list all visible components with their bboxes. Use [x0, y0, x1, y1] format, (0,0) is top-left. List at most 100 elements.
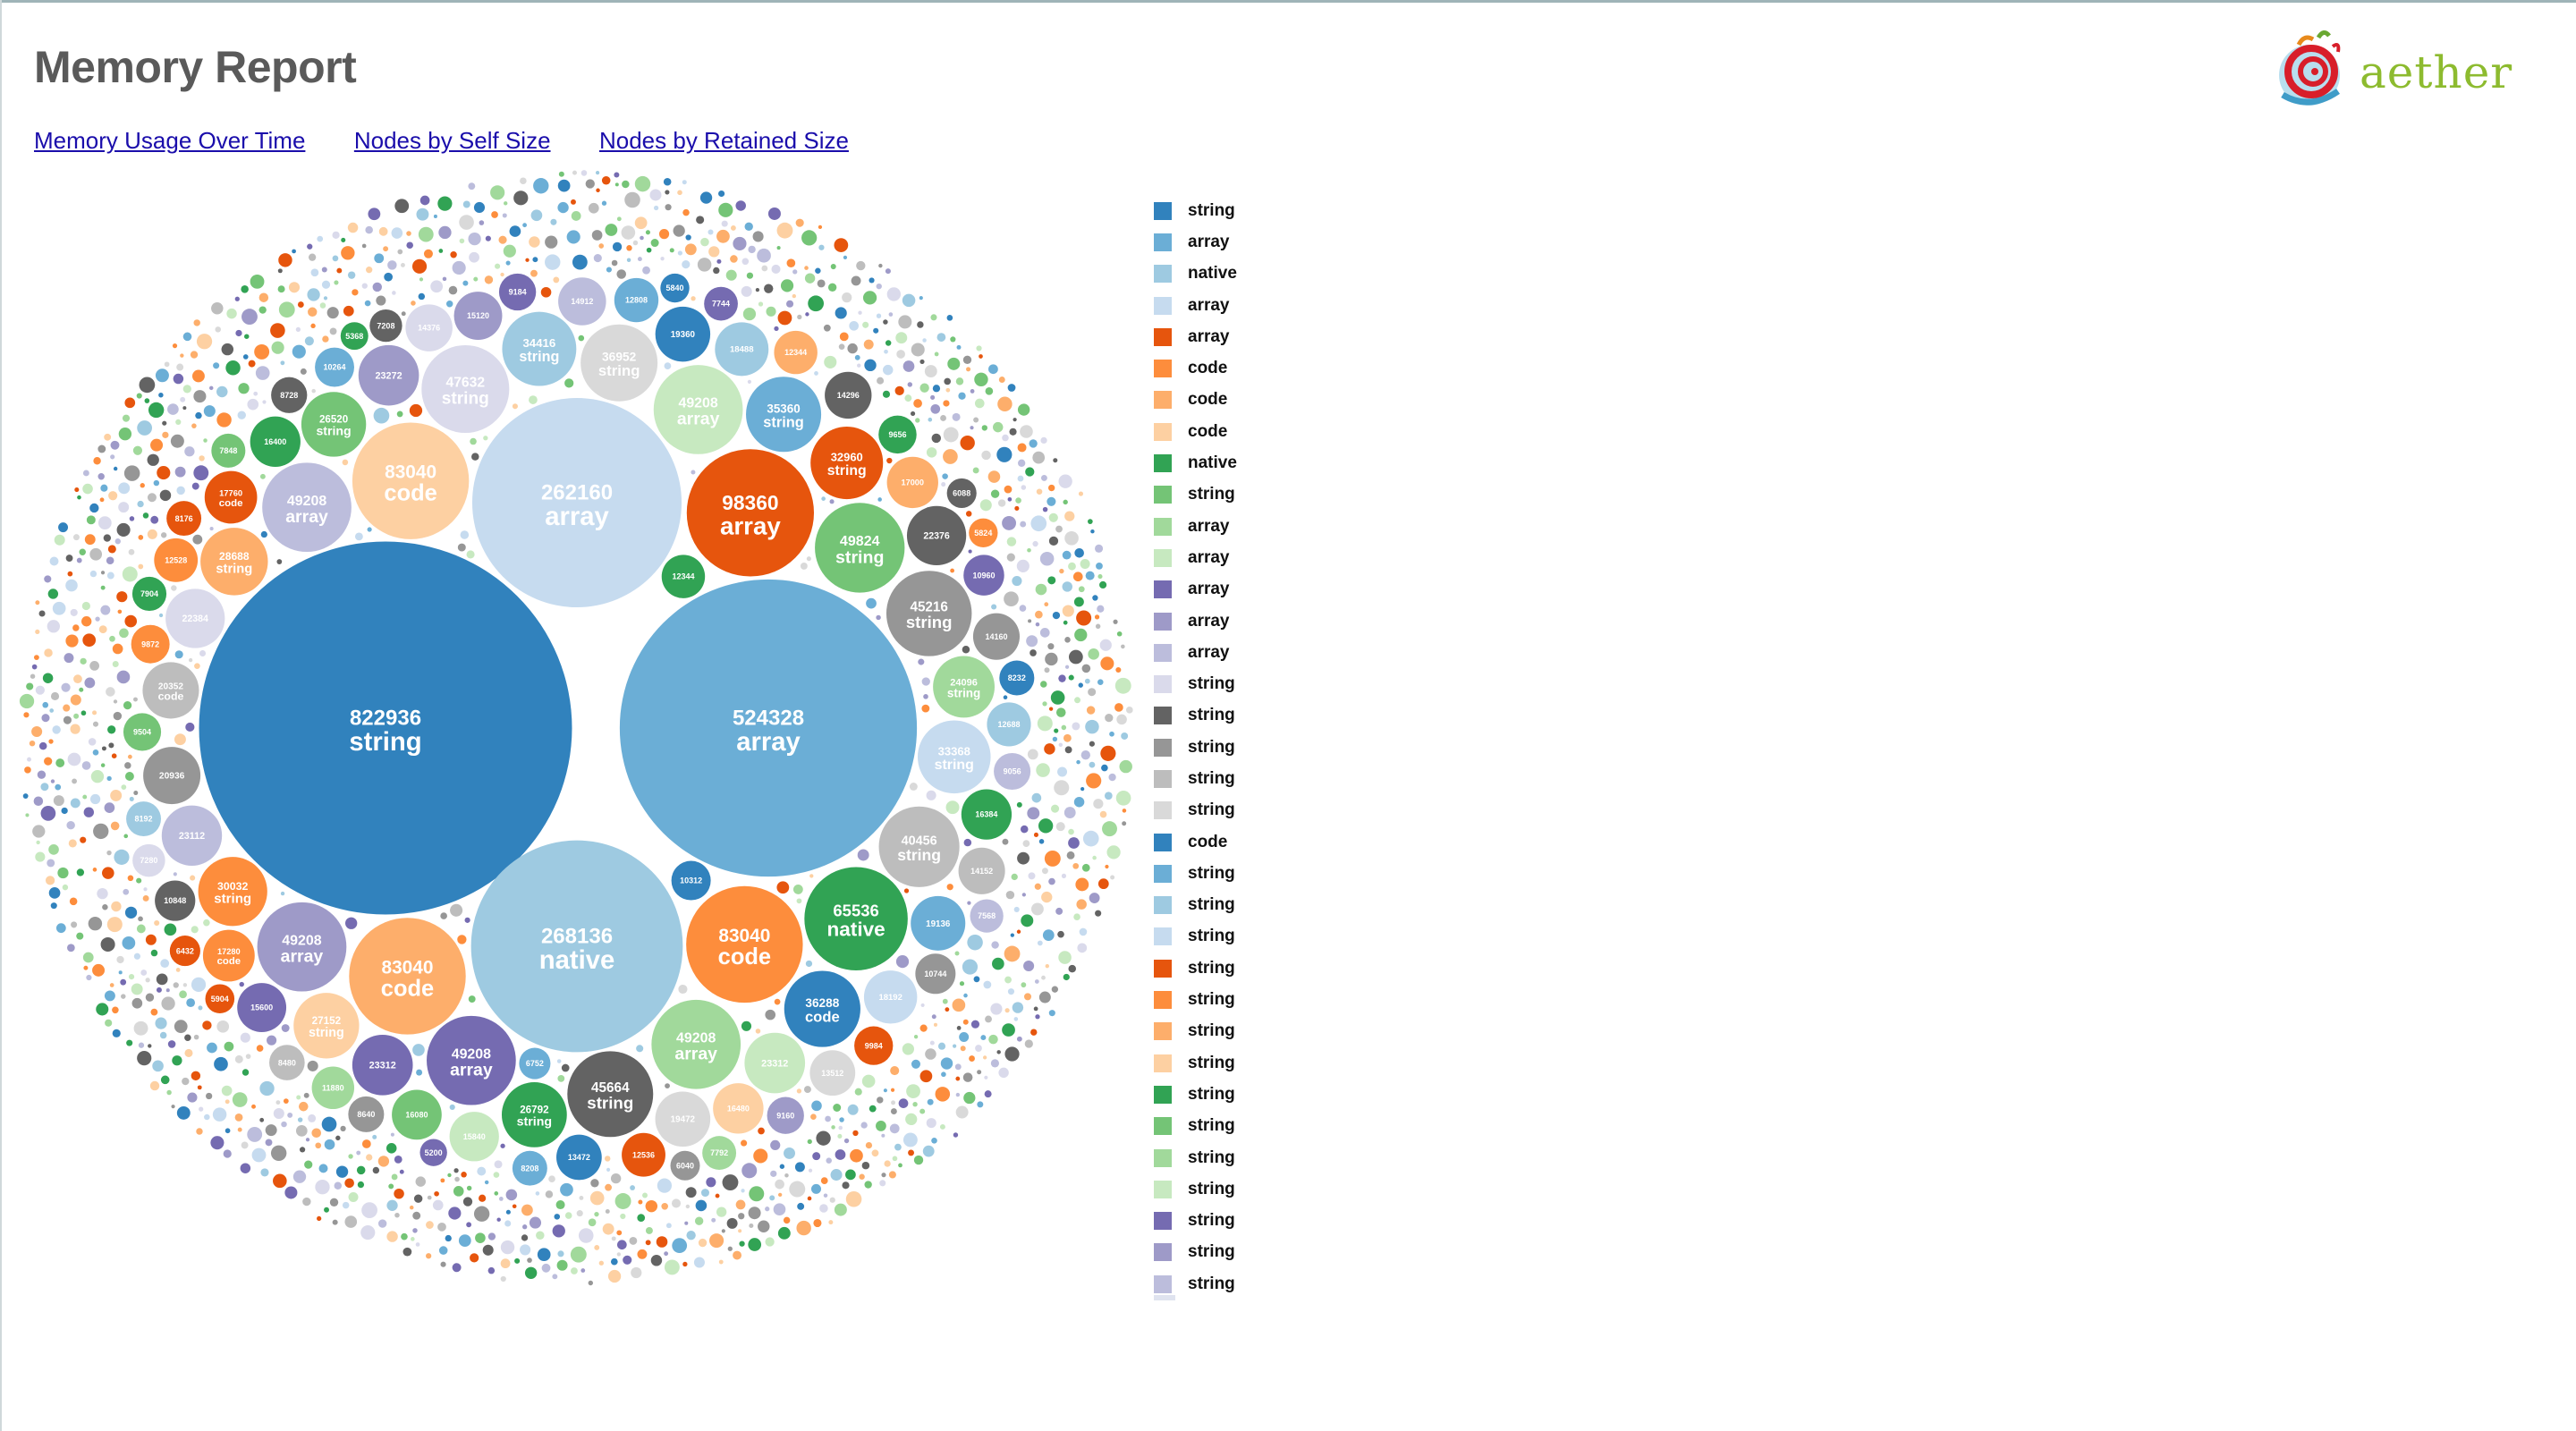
- bubble-node[interactable]: 13512: [809, 1050, 855, 1096]
- bubble-node[interactable]: 19360: [656, 307, 710, 361]
- bubble-node[interactable]: 49208array: [651, 1000, 741, 1089]
- bubble-node[interactable]: 22376: [907, 506, 966, 565]
- bubble-node[interactable]: 9184: [499, 274, 536, 310]
- bubble-node[interactable]: 10264: [315, 348, 354, 387]
- bubble-node[interactable]: 18488: [715, 322, 768, 376]
- bubble-node[interactable]: 10312: [672, 861, 711, 901]
- bubble-node[interactable]: 18192: [864, 970, 917, 1023]
- bubble-node[interactable]: 17760code: [205, 471, 258, 524]
- bubble-node[interactable]: 5840: [660, 274, 689, 302]
- bubble-node[interactable]: 14152: [959, 848, 1005, 894]
- bubble-node[interactable]: 15840: [450, 1112, 499, 1161]
- bubble-node[interactable]: 98360array: [687, 449, 814, 576]
- bubble-node[interactable]: 5824: [969, 519, 997, 547]
- bubble-node[interactable]: 7848: [211, 434, 245, 468]
- bubble-node[interactable]: 83040code: [686, 886, 802, 1003]
- bubble-node[interactable]: 9984: [854, 1027, 893, 1065]
- bubble-node[interactable]: 8176: [166, 501, 201, 536]
- bubble-node[interactable]: 8208: [513, 1151, 547, 1186]
- bubble-node[interactable]: 15600: [237, 983, 286, 1032]
- bubble-node[interactable]: 14912: [558, 277, 606, 326]
- nav-link-memory-usage-over-time[interactable]: Memory Usage Over Time: [34, 127, 305, 154]
- bubble-node[interactable]: 65536native: [804, 868, 908, 971]
- bubble-node[interactable]: 9656: [878, 416, 916, 453]
- bubble-node[interactable]: 524328array: [620, 580, 917, 876]
- bubble-node[interactable]: 40456string: [879, 807, 960, 887]
- bubble-node[interactable]: 10960: [963, 555, 1004, 595]
- bubble-node[interactable]: 8728: [271, 377, 307, 413]
- bubble-node[interactable]: 34416string: [502, 312, 576, 386]
- bubble-node[interactable]: 6088: [947, 478, 977, 508]
- bubble-node[interactable]: 11880: [312, 1067, 354, 1109]
- bubble-node[interactable]: 8480: [269, 1045, 305, 1080]
- bubble-node[interactable]: 23272: [359, 345, 419, 406]
- bubble-node[interactable]: 14376: [405, 304, 453, 351]
- bubble-node[interactable]: 23312: [744, 1033, 805, 1094]
- bubble-node[interactable]: 13472: [556, 1135, 602, 1181]
- bubble-node[interactable]: 7904: [132, 577, 166, 611]
- bubble-node[interactable]: 22384: [165, 588, 225, 648]
- bubble-node[interactable]: 10848: [155, 880, 195, 920]
- nav-link-nodes-by-retained-size[interactable]: Nodes by Retained Size: [599, 127, 849, 154]
- bubble-node[interactable]: 49208array: [262, 462, 352, 552]
- bubble-node[interactable]: 268136native: [471, 841, 683, 1053]
- bubble-node[interactable]: 16400: [250, 417, 301, 467]
- bubble-node[interactable]: 36952string: [580, 325, 657, 402]
- bubble-node[interactable]: 26792string: [502, 1082, 567, 1147]
- bubble-node[interactable]: 8192: [126, 801, 161, 836]
- bubble-node[interactable]: 26520string: [301, 392, 366, 456]
- bubble-node[interactable]: 9160: [767, 1097, 804, 1134]
- bubble-node[interactable]: 6752: [519, 1048, 550, 1080]
- bubble-node[interactable]: 12688: [987, 702, 1030, 746]
- bubble-node[interactable]: 12344: [662, 555, 705, 597]
- bubble-node[interactable]: 19136: [911, 896, 965, 951]
- bubble-node[interactable]: 9504: [123, 713, 161, 750]
- bubble-node[interactable]: 12536: [622, 1133, 665, 1177]
- bubble-node[interactable]: 16080: [392, 1090, 442, 1140]
- bubble-node[interactable]: 8232: [999, 661, 1034, 696]
- bubble-node[interactable]: 14160: [973, 614, 1020, 660]
- bubble-node[interactable]: 23112: [162, 806, 222, 866]
- bubble-node[interactable]: 12528: [154, 538, 198, 582]
- bubble-node[interactable]: 20936: [143, 747, 200, 804]
- nav-link-nodes-by-self-size[interactable]: Nodes by Self Size: [354, 127, 551, 154]
- bubble-node[interactable]: 9872: [131, 625, 170, 664]
- bubble-node[interactable]: 7792: [702, 1136, 736, 1170]
- bubble-node[interactable]: 5368: [341, 322, 369, 350]
- bubble-node[interactable]: 12808: [614, 278, 658, 322]
- bubble-node[interactable]: 16384: [962, 789, 1012, 839]
- bubble-node[interactable]: 19472: [656, 1091, 711, 1147]
- bubble-node[interactable]: 6040: [671, 1151, 700, 1181]
- bubble-node[interactable]: 36288code: [784, 970, 860, 1046]
- bubble-node[interactable]: 17000: [887, 457, 938, 508]
- bubble-node[interactable]: 49208array: [258, 902, 347, 992]
- bubble-node[interactable]: 20352code: [142, 662, 199, 718]
- bubble-node[interactable]: 7208: [369, 309, 402, 342]
- bubble-node[interactable]: 7280: [132, 844, 165, 877]
- bubble-node[interactable]: 9056: [994, 753, 1030, 790]
- bubble-node[interactable]: 15120: [454, 292, 503, 340]
- bubble-node[interactable]: 5904: [206, 984, 235, 1013]
- bubble-node[interactable]: 8640: [348, 1097, 384, 1132]
- bubble-node[interactable]: 16480: [713, 1083, 763, 1133]
- bubble-node[interactable]: 14296: [825, 372, 871, 419]
- bubble-node[interactable]: 28688string: [200, 528, 267, 595]
- bubble-node[interactable]: 47632string: [421, 345, 509, 433]
- bubble-node[interactable]: 6432: [170, 936, 200, 966]
- bubble-node[interactable]: 49208array: [654, 365, 743, 454]
- bubble-node[interactable]: 23312: [352, 1035, 413, 1096]
- bubble-node[interactable]: 10744: [915, 953, 955, 994]
